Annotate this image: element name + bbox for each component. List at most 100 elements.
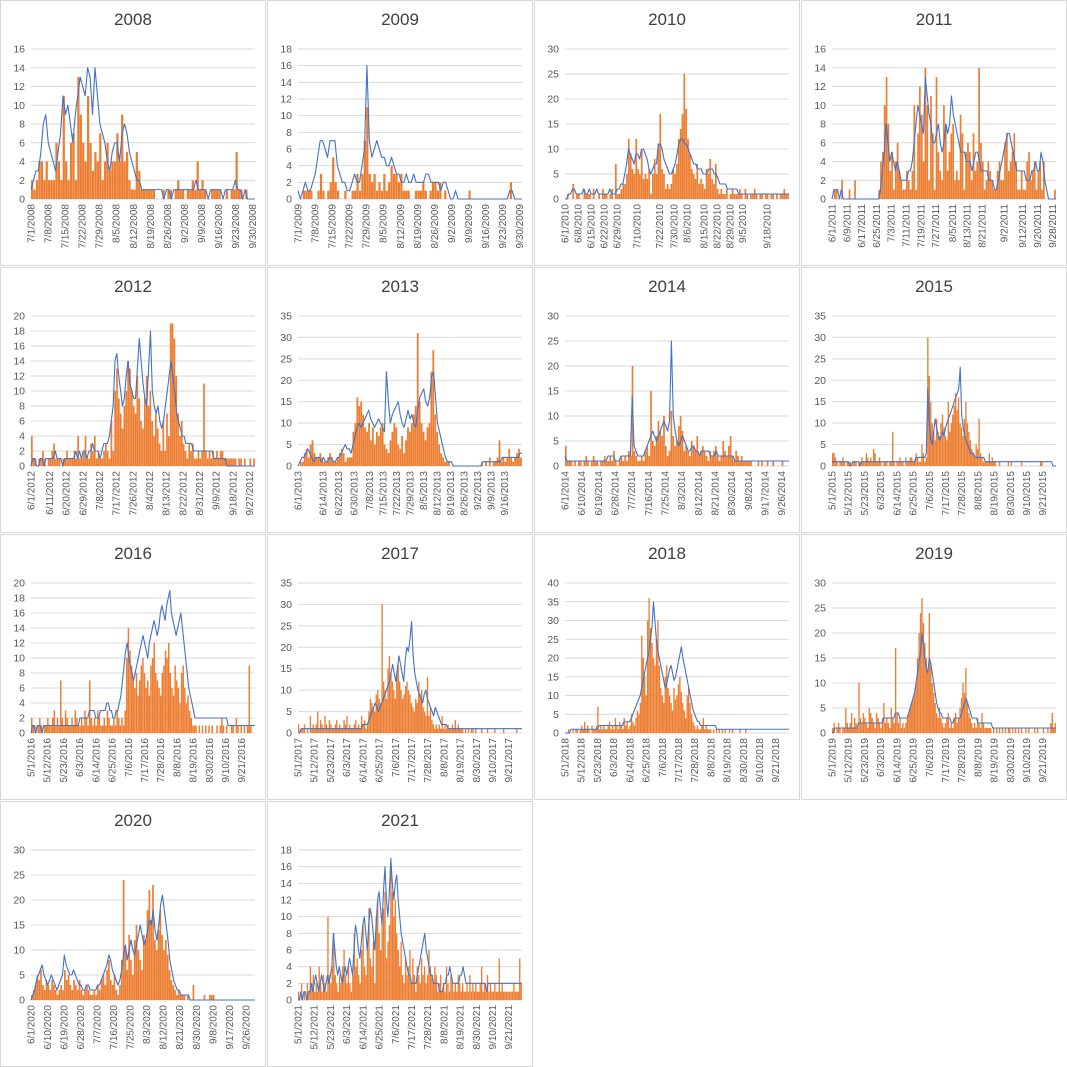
bar [249, 458, 252, 466]
bar [494, 728, 496, 733]
bar [661, 169, 663, 199]
bar [852, 728, 854, 733]
x-tick-label: 6/25/2015 [909, 471, 920, 516]
bar [990, 461, 992, 466]
x-tick-label: 7/27/2011 [931, 204, 942, 248]
bar [341, 728, 344, 733]
x-tick-label: 5/12/2019 [844, 738, 855, 783]
x-tick-label: 6/14/2018 [625, 738, 636, 783]
bar [467, 991, 470, 1000]
bar [129, 650, 131, 733]
bar [31, 436, 33, 466]
bar [356, 397, 359, 466]
bar [399, 448, 402, 466]
bar [158, 688, 160, 733]
x-tick-label: 5/12/2016 [43, 738, 54, 783]
bar [179, 189, 182, 200]
bar [131, 975, 134, 1000]
bar [636, 710, 639, 733]
bar [366, 107, 369, 199]
bar [350, 991, 353, 1000]
bar [652, 441, 654, 466]
bar [350, 457, 353, 466]
x-tick-label: 7/6/2018 [658, 738, 669, 777]
bar [36, 975, 39, 1000]
x-tick-label: 7/17/2012 [112, 471, 123, 516]
bar [355, 720, 357, 733]
bar [302, 190, 306, 199]
bar [163, 665, 165, 733]
bar [311, 728, 313, 733]
x-tick-label: 9/2/2008 [180, 204, 191, 243]
bar [502, 991, 505, 1000]
bar [661, 695, 663, 733]
bar [694, 179, 697, 199]
bar [148, 695, 151, 733]
bar [354, 190, 357, 199]
bar [199, 189, 202, 200]
bar [603, 194, 606, 199]
x-tick-label: 9/21/2021 [504, 1005, 515, 1050]
bar [664, 676, 666, 733]
y-tick-label: 2 [286, 978, 292, 990]
bar [361, 174, 364, 199]
bar [705, 169, 708, 199]
bar [230, 458, 233, 466]
bar [424, 190, 427, 199]
y-tick-label: 5 [820, 703, 826, 715]
x-tick-label: 9/30/2009 [515, 204, 526, 249]
bar [663, 703, 665, 733]
bar [382, 681, 385, 733]
bar [519, 958, 521, 1000]
bar [347, 966, 350, 1000]
bar [954, 713, 957, 733]
bar [397, 444, 400, 466]
bar [920, 114, 923, 200]
bar [87, 990, 90, 1000]
bar [858, 683, 860, 733]
x-tick-label: 6/1/2012 [27, 471, 38, 510]
bar [110, 421, 113, 466]
bar [145, 376, 148, 466]
bar [71, 990, 74, 1000]
bar [84, 161, 87, 199]
bar [126, 658, 128, 733]
bar [610, 729, 612, 733]
bar [956, 410, 958, 466]
bar [506, 457, 509, 466]
bar [62, 990, 64, 1000]
bar [690, 714, 693, 733]
bar [652, 174, 654, 199]
x-tick-label: 9/17/2014 [760, 471, 771, 516]
bar [865, 723, 868, 733]
bar [138, 398, 141, 466]
bar [366, 950, 369, 1000]
bar [846, 461, 848, 466]
bar [781, 461, 784, 466]
x-tick-label: 9/16/2008 [214, 204, 225, 249]
bar [82, 451, 85, 466]
bar [360, 950, 363, 1000]
x-tick-label: 9/5/2010 [738, 204, 749, 243]
bar [567, 729, 570, 733]
x-tick-label: 9/26/2020 [241, 1005, 252, 1050]
y-tick-label: 35 [547, 596, 559, 608]
y-tick-label: 25 [814, 603, 826, 615]
bar [127, 361, 129, 466]
bar [47, 985, 50, 1000]
bar [123, 406, 126, 466]
bar [594, 729, 596, 733]
bar [218, 189, 221, 200]
bar [121, 428, 124, 466]
bar [925, 658, 928, 733]
bar [396, 673, 398, 733]
bar [696, 164, 699, 199]
y-tick-label: 30 [814, 578, 826, 590]
bar [664, 446, 667, 466]
bar [500, 991, 502, 1000]
x-tick-label: 8/19/2013 [446, 471, 457, 516]
bar [635, 456, 638, 466]
bar [169, 323, 172, 466]
